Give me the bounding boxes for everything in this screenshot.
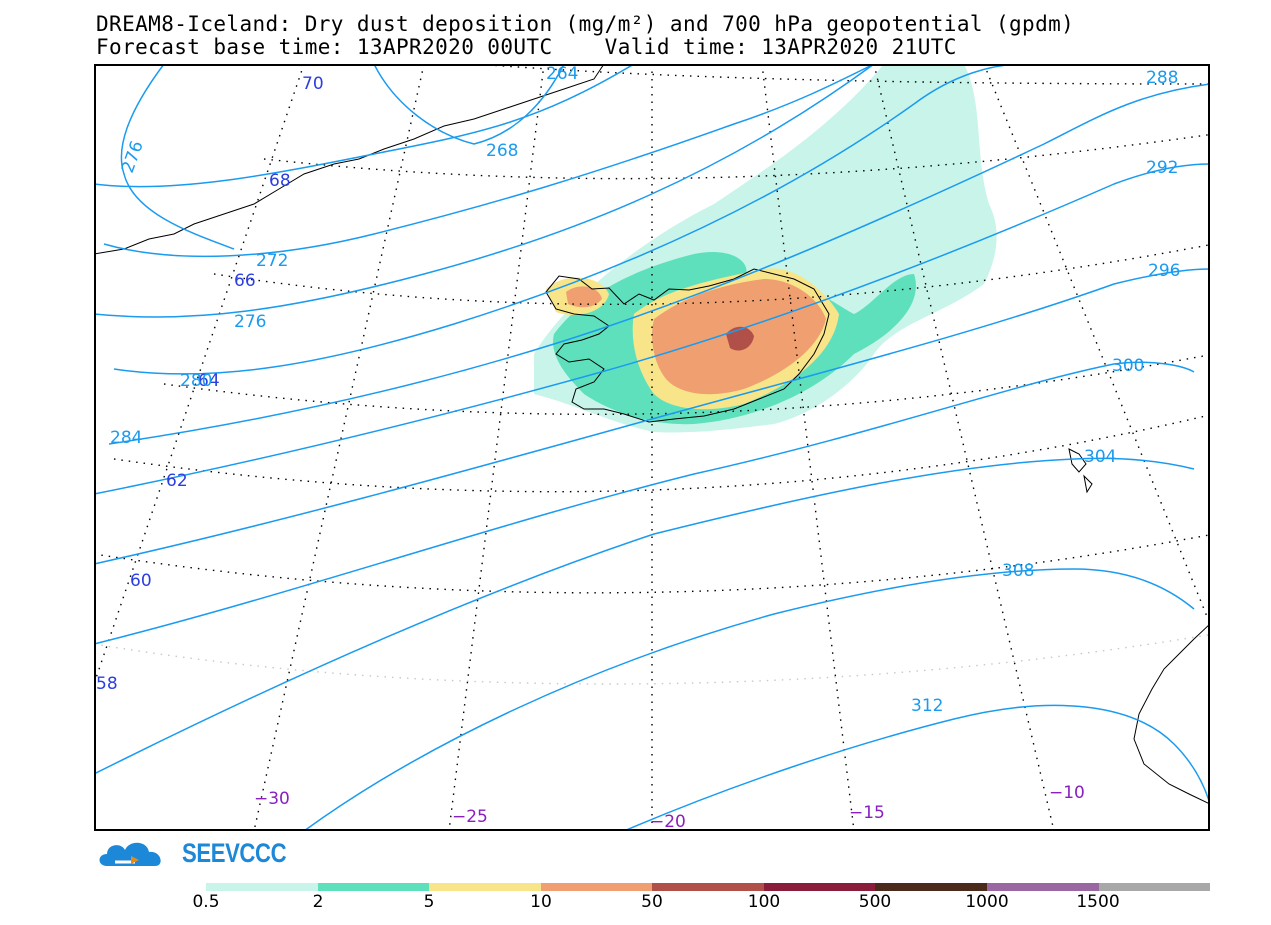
dust-area-orange-west (566, 286, 602, 308)
lon-label: −20 (650, 812, 686, 831)
contour-272 (103, 64, 875, 258)
greenland-coastline (94, 64, 605, 255)
colorbar-segment (540, 883, 653, 891)
contour-label: 296 (1148, 261, 1180, 281)
contour-label: 272 (256, 251, 288, 271)
colorbar-segment (317, 883, 430, 891)
map-canvas: 70 68 66 64 62 60 58 −30 −25 −20 −15 −10… (94, 64, 1210, 831)
norway-coastline (1133, 623, 1210, 805)
lon-label: −25 (452, 807, 488, 827)
seevccc-cloud-icon (99, 842, 161, 866)
map-border (94, 64, 1210, 831)
contour-300 (94, 457, 1195, 775)
longitude-line-3 (448, 64, 545, 831)
contour-label: 292 (1146, 158, 1178, 178)
graticule (94, 64, 1210, 831)
geopotential-contours (94, 64, 1210, 831)
colorbar-segment (206, 883, 318, 891)
lon-label: −30 (254, 789, 290, 809)
contour-label: 308 (1002, 561, 1034, 581)
lon-label: −10 (1049, 783, 1085, 803)
contour-label: 312 (911, 696, 943, 716)
colorbar-label: 2 (312, 892, 324, 912)
colorbar-segment (429, 883, 541, 891)
colorbar-label: 10 (530, 892, 552, 912)
colorbar-label: 500 (858, 892, 892, 912)
faroe-islands (1068, 448, 1093, 494)
contour-296 (94, 361, 1195, 645)
contour-280 (113, 64, 1025, 375)
contour-292 (94, 268, 1210, 565)
colorbar-label: 0.5 (192, 892, 220, 912)
colorbar (206, 883, 1211, 891)
contour-276-west (120, 64, 235, 250)
contour-288 (94, 163, 1210, 495)
contour-label: 300 (1112, 356, 1144, 376)
map-title: DREAM8-Iceland: Dry dust deposition (mg/… (96, 12, 1075, 36)
contour-284 (108, 83, 1210, 445)
lat-label: 66 (234, 271, 256, 291)
colorbar-label: 1000 (965, 892, 1009, 912)
colorbar-label: 1500 (1076, 892, 1120, 912)
latitude-line-70 (467, 64, 1210, 85)
coastlines (94, 64, 1210, 805)
lat-label: 70 (302, 74, 324, 94)
colorbar-label: 5 (423, 892, 435, 912)
colorbar-segment (1098, 883, 1211, 891)
lon-label: −15 (849, 803, 885, 823)
longitude-line-7 (983, 64, 1210, 625)
contour-label: 276 (234, 312, 266, 332)
contour-264 (373, 64, 565, 145)
colorbar-segment (875, 883, 987, 891)
map-subtitle: Forecast base time: 13APR2020 00UTC Vali… (96, 35, 957, 59)
colorbar-segment (986, 883, 1099, 891)
contour-label: 268 (486, 141, 518, 161)
contour-304 (303, 568, 1195, 831)
seevccc-logo-text: SEEVCCC (182, 838, 287, 868)
contour-label: 280 (180, 371, 212, 391)
contour-label: 284 (110, 428, 142, 448)
colorbar-label: 50 (641, 892, 663, 912)
contour-label: 304 (1084, 447, 1116, 467)
latitude-line-62 (113, 414, 1210, 493)
contour-labels: 264 268 272 276 276 280 284 288 292 296 … (110, 64, 1180, 716)
contour-label: 264 (546, 64, 578, 84)
lat-label: 60 (130, 571, 152, 591)
lat-label: 58 (96, 674, 118, 694)
iceland-coastline (545, 268, 830, 423)
lat-labels: 70 68 66 64 62 60 58 (96, 74, 324, 694)
colorbar-label: 100 (747, 892, 781, 912)
dust-area-dark (726, 326, 754, 351)
lat-label: 68 (269, 171, 291, 191)
colorbar-segment (763, 883, 876, 891)
contour-label: 288 (1146, 68, 1178, 88)
longitude-line-5 (761, 64, 855, 831)
colorbar-segment (652, 883, 764, 891)
contour-268 (94, 64, 635, 188)
lat-label: 62 (166, 471, 188, 491)
lat-label: 64 (198, 371, 220, 391)
contour-308 (623, 704, 1210, 831)
latitude-line-68 (263, 133, 1210, 180)
latitude-line-60 (94, 534, 1210, 594)
latitude-line-66 (213, 244, 1210, 305)
lon-labels: −30 −25 −20 −15 −10 (254, 783, 1085, 831)
contour-276 (94, 64, 875, 318)
map-panel: 70 68 66 64 62 60 58 −30 −25 −20 −15 −10… (94, 64, 1210, 831)
dust-deposition-field (534, 64, 997, 433)
